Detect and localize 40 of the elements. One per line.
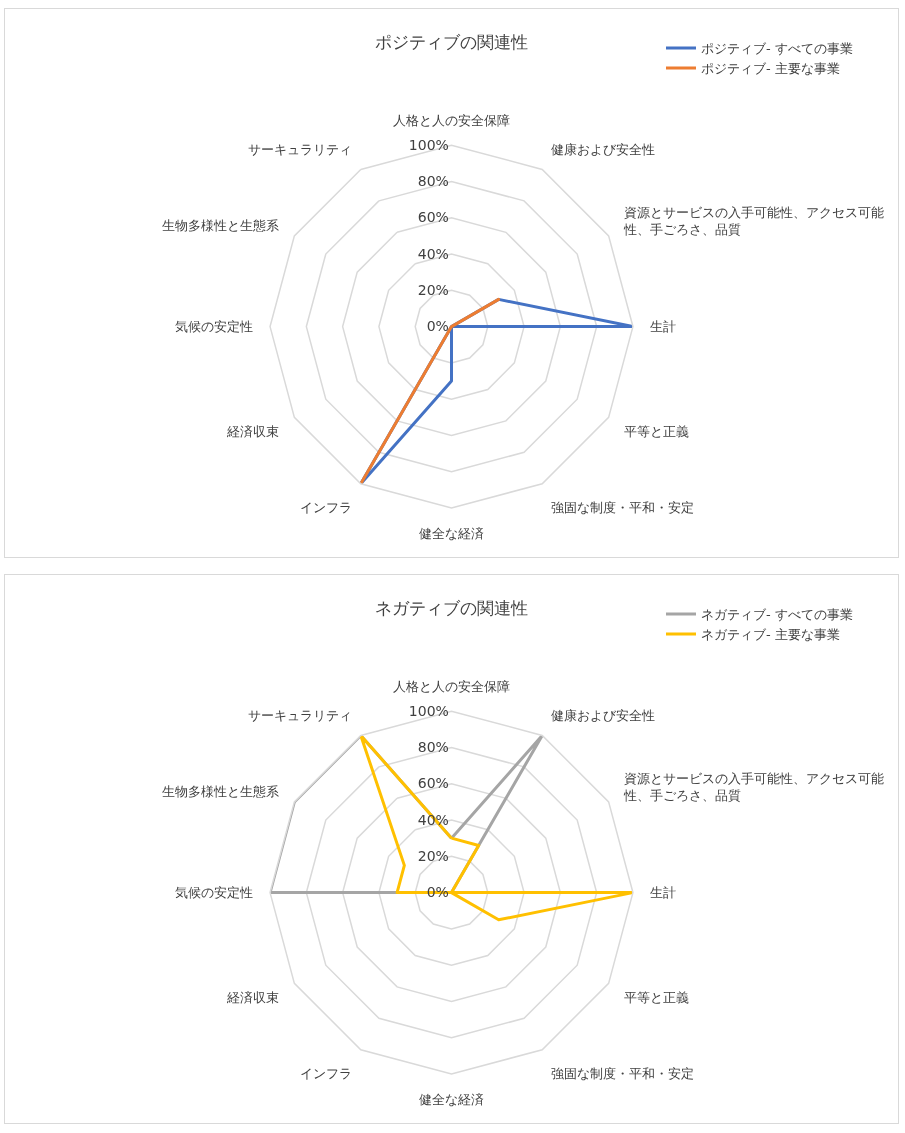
spoke-label: 強固な制度・平和・安定 xyxy=(550,500,694,516)
spoke-label: 健康および安全性 xyxy=(550,708,655,724)
spoke-label: 生物多様性と生態系 xyxy=(162,217,280,233)
spoke-label: 資源とサービスの入手可能性、アクセス可能性、手ごろさ、品質 xyxy=(622,771,884,804)
spoke-label: インフラ xyxy=(300,500,353,516)
spoke-label: 生物多様性と生態系 xyxy=(162,783,280,799)
spoke-label: 健康および安全性 xyxy=(550,142,655,158)
spoke-label: 生計 xyxy=(650,885,677,901)
y-tick-label: 100% xyxy=(408,136,449,153)
spoke-label: サーキュラリティ xyxy=(248,708,353,724)
spoke-label: 経済収束 xyxy=(226,424,280,440)
spoke-label: サーキュラリティ xyxy=(248,142,353,158)
y-tick-label: 100% xyxy=(408,702,449,719)
legend-label: ポジティブ- 主要な事業 xyxy=(701,61,840,77)
y-tick-label: 80% xyxy=(417,173,449,189)
spoke-label: 経済収束 xyxy=(226,990,280,1006)
chart-title: ポジティブの関連性 xyxy=(375,32,528,53)
spoke-label: 平等と正義 xyxy=(623,424,689,440)
spoke-label: 健全な経済 xyxy=(419,526,484,542)
y-tick-label: 60% xyxy=(417,209,449,226)
spoke-label: インフラ xyxy=(300,1066,353,1082)
y-tick-label: 0% xyxy=(426,318,449,335)
y-tick-label: 20% xyxy=(417,281,449,298)
spoke-label: 人格と人の安全保障 xyxy=(393,679,510,695)
legend-label: ネガティブ- 主要な事業 xyxy=(701,627,840,643)
spoke-label: 気候の安定性 xyxy=(174,319,253,335)
legend-label: ネガティブ- すべての事業 xyxy=(701,607,853,623)
legend-label: ポジティブ- すべての事業 xyxy=(701,41,853,57)
spoke-label: 人格と人の安全保障 xyxy=(393,113,510,129)
y-tick-label: 80% xyxy=(417,739,449,755)
spoke-label: 生計 xyxy=(650,319,677,335)
y-tick-label: 40% xyxy=(417,245,449,262)
spoke-label: 強固な制度・平和・安定 xyxy=(550,1066,694,1082)
y-tick-label: 20% xyxy=(417,847,449,864)
spoke-label: 平等と正義 xyxy=(623,990,689,1006)
spoke-label: 健全な経済 xyxy=(419,1092,484,1108)
chart-title: ネガティブの関連性 xyxy=(375,598,528,619)
spoke-label: 気候の安定性 xyxy=(174,885,253,901)
spoke-label: 資源とサービスの入手可能性、アクセス可能性、手ごろさ、品質 xyxy=(622,205,884,238)
y-tick-label: 60% xyxy=(417,775,449,792)
